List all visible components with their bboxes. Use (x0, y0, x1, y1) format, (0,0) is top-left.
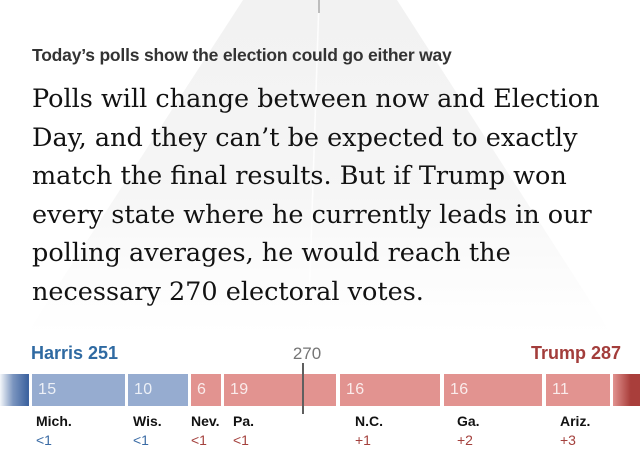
segment-ev-value: 16 (450, 381, 469, 398)
state-name: Pa. (233, 413, 255, 429)
state-label: Ga. +2 (457, 413, 480, 448)
segment-ev-value: 16 (346, 381, 365, 398)
state-name: Ga. (457, 413, 480, 429)
segment-ev-value: 15 (38, 381, 57, 398)
body-text: Polls will change between now and Electi… (32, 80, 600, 312)
segment-ev-value: 6 (197, 381, 207, 398)
segment-ev-value: 19 (230, 381, 249, 398)
bar-segment-nev: 6 (191, 374, 221, 406)
bar-segment-ariz: 11 (546, 374, 610, 406)
state-label: Pa. <1 (233, 413, 254, 448)
state-name: N.C. (355, 413, 383, 429)
beam-triangle (26, 0, 612, 335)
body-line: every state where he currently leads in … (32, 199, 592, 230)
segment-ev-value: 11 (552, 381, 570, 398)
body-line: match the final results. But if Trump wo… (32, 161, 567, 192)
threshold-270-label: 270 (292, 344, 322, 363)
bar-segment-wis: 10 (128, 374, 188, 406)
trump-total-label: Trump 287 (530, 343, 621, 363)
state-name: Ariz. (560, 413, 591, 429)
state-name: Nev. (191, 413, 220, 429)
state-label: Ariz. +3 (560, 413, 590, 448)
state-name: Mich. (36, 413, 72, 429)
state-margin: +1 (355, 432, 371, 448)
state-margin: +3 (560, 432, 576, 448)
state-margin: <1 (133, 432, 149, 448)
needle-tick-icon (318, 0, 320, 13)
bar-segment-ga: 16 (444, 374, 542, 406)
threshold-tick-line (302, 363, 304, 414)
state-label: N.C. +1 (355, 413, 383, 448)
state-name: Wis. (133, 413, 162, 429)
body-line: Polls will change between now and Electi… (32, 84, 600, 114)
bar-segment-safe-harris (0, 374, 29, 406)
state-margin: <1 (191, 432, 207, 448)
state-margin: <1 (36, 432, 52, 448)
state-label: Nev. <1 (191, 413, 220, 448)
body-line: polling averages, he would reach the (32, 238, 511, 269)
page-title: Today’s polls show the election could go… (32, 45, 452, 65)
harris-total-label: Harris 251 (31, 343, 119, 363)
beam-center-seam (307, 0, 320, 336)
electoral-vote-bar: 15 10 6 19 16 16 11 (0, 374, 640, 406)
state-label: Mich. <1 (36, 413, 72, 448)
state-label: Wis. <1 (133, 413, 162, 448)
bar-segment-pa: 19 (224, 374, 336, 406)
bar-segment-n-c: 16 (340, 374, 440, 406)
bar-segment-safe-trump (613, 374, 640, 406)
bar-segment-mich: 15 (32, 374, 125, 406)
body-line: necessary 270 electoral votes. (32, 276, 424, 307)
state-margin: +2 (457, 432, 473, 448)
state-margin: <1 (233, 432, 249, 448)
segment-ev-value: 10 (134, 381, 153, 398)
body-line: Day, and they can’t be expected to exact… (32, 122, 578, 153)
